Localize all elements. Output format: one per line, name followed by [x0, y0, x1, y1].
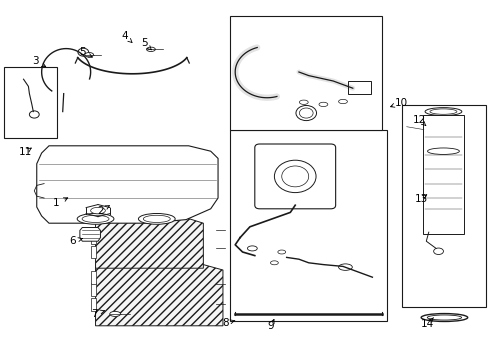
Ellipse shape — [299, 100, 308, 104]
Polygon shape — [80, 228, 100, 241]
Text: 5: 5 — [141, 38, 148, 48]
Ellipse shape — [278, 250, 286, 254]
Ellipse shape — [110, 311, 121, 316]
Polygon shape — [91, 231, 96, 244]
Ellipse shape — [427, 148, 460, 154]
Ellipse shape — [77, 213, 114, 224]
Polygon shape — [96, 218, 203, 268]
Ellipse shape — [299, 108, 313, 118]
Ellipse shape — [282, 166, 309, 187]
Bar — [402, 105, 486, 307]
Ellipse shape — [78, 48, 89, 56]
Text: 1: 1 — [53, 198, 60, 208]
Text: 4: 4 — [122, 31, 128, 41]
Bar — [423, 115, 464, 234]
Text: 10: 10 — [395, 98, 408, 108]
Ellipse shape — [434, 248, 443, 255]
Text: 13: 13 — [415, 194, 428, 204]
Polygon shape — [91, 283, 96, 296]
Text: 11: 11 — [19, 147, 32, 157]
Polygon shape — [91, 246, 96, 258]
Text: 3: 3 — [32, 56, 39, 66]
Bar — [4, 67, 57, 138]
Text: 7: 7 — [91, 309, 98, 319]
Ellipse shape — [430, 109, 457, 114]
Ellipse shape — [91, 207, 105, 214]
Text: 2: 2 — [97, 206, 104, 216]
Ellipse shape — [29, 111, 39, 118]
Polygon shape — [91, 298, 96, 311]
Ellipse shape — [425, 108, 462, 116]
Bar — [230, 130, 387, 321]
Ellipse shape — [138, 213, 175, 224]
Text: 14: 14 — [420, 319, 434, 329]
Text: 6: 6 — [69, 236, 76, 246]
Ellipse shape — [296, 105, 317, 121]
Ellipse shape — [143, 215, 171, 222]
Text: 12: 12 — [412, 114, 426, 125]
Ellipse shape — [319, 102, 328, 107]
Text: 8: 8 — [222, 318, 229, 328]
Ellipse shape — [339, 264, 352, 270]
Ellipse shape — [339, 99, 347, 104]
Polygon shape — [96, 265, 223, 326]
Ellipse shape — [247, 246, 257, 251]
Ellipse shape — [147, 47, 155, 51]
Text: 5: 5 — [79, 47, 86, 57]
Ellipse shape — [82, 215, 109, 222]
Ellipse shape — [85, 53, 94, 57]
Polygon shape — [37, 146, 218, 223]
FancyBboxPatch shape — [255, 144, 336, 209]
Ellipse shape — [274, 160, 316, 193]
Bar — [348, 81, 371, 94]
Text: 9: 9 — [268, 321, 274, 331]
Ellipse shape — [427, 315, 462, 320]
Ellipse shape — [421, 314, 467, 321]
Ellipse shape — [270, 261, 278, 265]
Bar — [230, 16, 382, 130]
Polygon shape — [91, 271, 96, 284]
